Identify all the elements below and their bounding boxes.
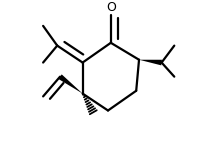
Polygon shape — [58, 74, 83, 94]
Polygon shape — [139, 60, 162, 65]
Text: O: O — [106, 1, 116, 14]
